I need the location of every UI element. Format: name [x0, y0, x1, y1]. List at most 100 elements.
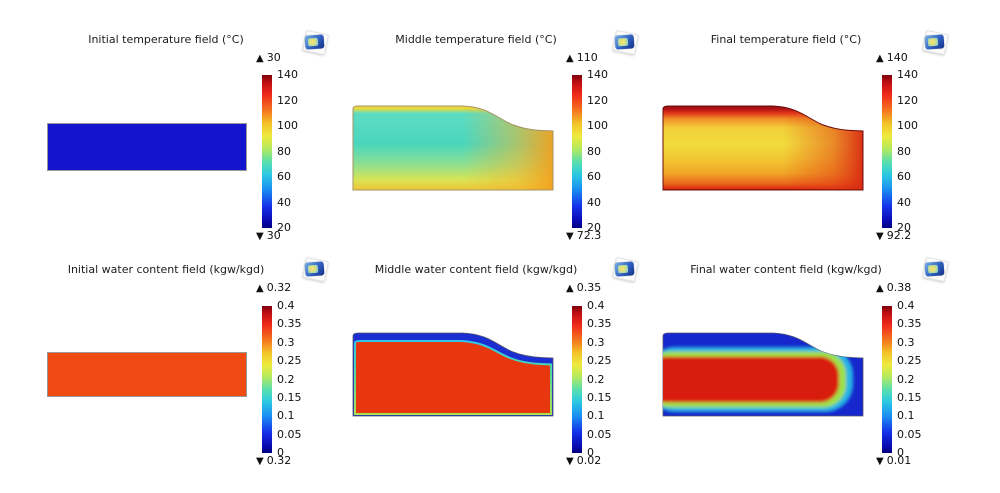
- min-value: 30: [266, 229, 281, 242]
- panel-final-temperature: Final temperature field (°C) ▲ 140 140 120…: [650, 25, 970, 253]
- min-triangle-icon: ▼: [256, 231, 264, 242]
- colorbar-tick-label: 100: [277, 119, 298, 132]
- colorbar-tick-label: 80: [897, 144, 911, 158]
- field-plot-final-temperature: [662, 105, 864, 191]
- field-plot-final-water-content: [662, 332, 864, 417]
- colorbar-tick-label: 120: [587, 93, 608, 107]
- colorbar-tick-label: 0.2: [587, 372, 605, 386]
- colorbar-tick-label: 0.4: [897, 299, 915, 312]
- min-triangle-icon: ▼: [876, 456, 884, 467]
- colorbar-max-marker: ▲ 0.35: [566, 281, 601, 294]
- colorbar-max-marker: ▲ 0.38: [876, 281, 911, 294]
- comsol-logo-icon: [922, 29, 949, 56]
- comsol-logo-icon: [302, 29, 329, 56]
- colorbar-tick-label: 20: [277, 221, 291, 234]
- logo-chip: [304, 261, 325, 277]
- colorbar-tick-label: 0.15: [587, 390, 612, 404]
- colorbar-ticks: 140 120 100 80 60 40 20: [587, 69, 631, 234]
- colorbar-tick-label: 0.35: [897, 317, 922, 331]
- colorbar-tick-label: 0.3: [587, 335, 605, 349]
- colorbar-tick-label: 20: [587, 221, 601, 234]
- logo-chip: [614, 261, 635, 277]
- comsol-logo-icon: [612, 256, 639, 283]
- colorbar-tick-label: 0.25: [897, 354, 922, 368]
- colorbar-tick-label: 60: [277, 170, 291, 183]
- min-triangle-icon: ▼: [876, 231, 884, 242]
- max-triangle-icon: ▲: [256, 283, 264, 294]
- max-value: 0.38: [886, 281, 912, 294]
- colorbar-min-marker: ▼ 72.3: [566, 229, 601, 242]
- colorbar-tick-label: 0.15: [897, 390, 922, 404]
- comsol-logo-icon: [612, 29, 639, 56]
- panel-title: Final water content field (kgw/kgd): [690, 263, 882, 276]
- colorbar-tick-label: 100: [587, 119, 608, 132]
- field-plot-middle-temperature: [352, 105, 554, 191]
- field-plot-middle-water-content: [352, 332, 554, 417]
- max-triangle-icon: ▲: [566, 53, 574, 64]
- min-value: 72.3: [576, 229, 602, 242]
- colorbar-ticks: 0.4 0.35 0.3 0.25 0.2 0.15 0.1 0.05 0: [587, 300, 631, 459]
- max-value: 110: [576, 51, 598, 64]
- colorbar-ticks: 140 120 100 80 60 40 20: [277, 69, 321, 234]
- panel-title: Middle temperature field (°C): [395, 33, 557, 46]
- colorbar-tick-label: 0.3: [277, 335, 295, 349]
- colorbar-tick-label: 0.3: [897, 335, 915, 349]
- min-value: 0.32: [266, 454, 292, 467]
- max-triangle-icon: ▲: [256, 53, 264, 64]
- max-value: 30: [266, 51, 281, 64]
- colorbar-tick-label: 60: [897, 170, 911, 183]
- colorbar-min-marker: ▼ 0.02: [566, 454, 601, 467]
- colorbar-min-marker: ▼ 30: [256, 229, 281, 242]
- colorbar-tick-label: 0.2: [897, 372, 915, 386]
- colorbar-tick-label: 0.15: [277, 390, 302, 404]
- colorbar-tick-label: 0.1: [587, 409, 605, 423]
- panel-middle-temperature: Middle temperature field (°C) ▲ 110 140 12…: [340, 25, 660, 253]
- logo-core: [617, 37, 629, 47]
- colorbar-tick-label: 120: [277, 93, 298, 107]
- colorbar-tick-label: 0.1: [897, 409, 915, 423]
- logo-chip: [304, 34, 325, 50]
- logo-chip: [614, 34, 635, 50]
- field-plot-uniform-water-content: [47, 352, 247, 397]
- max-value: 140: [886, 51, 908, 64]
- colorbar-tick-label: 140: [897, 68, 918, 81]
- colorbar-tick-label: 60: [587, 170, 601, 183]
- logo-core: [617, 264, 629, 274]
- colorbar: [572, 306, 582, 453]
- colorbar-tick-label: 0.2: [277, 372, 295, 386]
- colorbar-tick-label: 80: [587, 144, 601, 158]
- colorbar-tick-label: 40: [587, 195, 601, 209]
- min-triangle-icon: ▼: [256, 456, 264, 467]
- colorbar-max-marker: ▲ 110: [566, 51, 598, 64]
- colorbar-ticks: 140 120 100 80 60 40 20: [897, 69, 941, 234]
- max-triangle-icon: ▲: [876, 53, 884, 64]
- panel-title: Initial temperature field (°C): [88, 33, 244, 46]
- logo-chip: [924, 34, 945, 50]
- max-value: 0.32: [266, 281, 292, 294]
- colorbar-tick-label: 0.1: [277, 409, 295, 423]
- colorbar-ticks: 0.4 0.35 0.3 0.25 0.2 0.15 0.1 0.05 0: [897, 300, 941, 459]
- max-triangle-icon: ▲: [876, 283, 884, 294]
- colorbar-max-marker: ▲ 140: [876, 51, 908, 64]
- panel-title: Final temperature field (°C): [710, 33, 862, 46]
- logo-core: [927, 37, 939, 47]
- colorbar-tick-label: 0.4: [277, 299, 295, 312]
- panel-title: Initial water content field (kgw/kgd): [67, 263, 265, 276]
- min-value: 92.2: [886, 229, 912, 242]
- panel-initial-water-content: Initial water content field (kgw/kgd) ▲ 0…: [30, 253, 350, 481]
- colorbar: [262, 75, 272, 228]
- colorbar-tick-label: 0.05: [897, 427, 922, 441]
- colorbar-tick-label: 0.25: [587, 354, 612, 368]
- colorbar-tick-label: 40: [277, 195, 291, 209]
- min-value: 0.01: [886, 454, 912, 467]
- colorbar: [572, 75, 582, 228]
- colorbar-tick-label: 0.35: [587, 317, 612, 331]
- panel-final-water-content: Final water content field (kgw/kgd) ▲ 0.3…: [650, 253, 970, 481]
- logo-chip: [924, 261, 945, 277]
- colorbar-tick-label: 100: [897, 119, 918, 132]
- logo-core: [927, 264, 939, 274]
- max-value: 0.35: [576, 281, 602, 294]
- colorbar-tick-label: 120: [897, 93, 918, 107]
- colorbar-tick-label: 20: [897, 221, 911, 234]
